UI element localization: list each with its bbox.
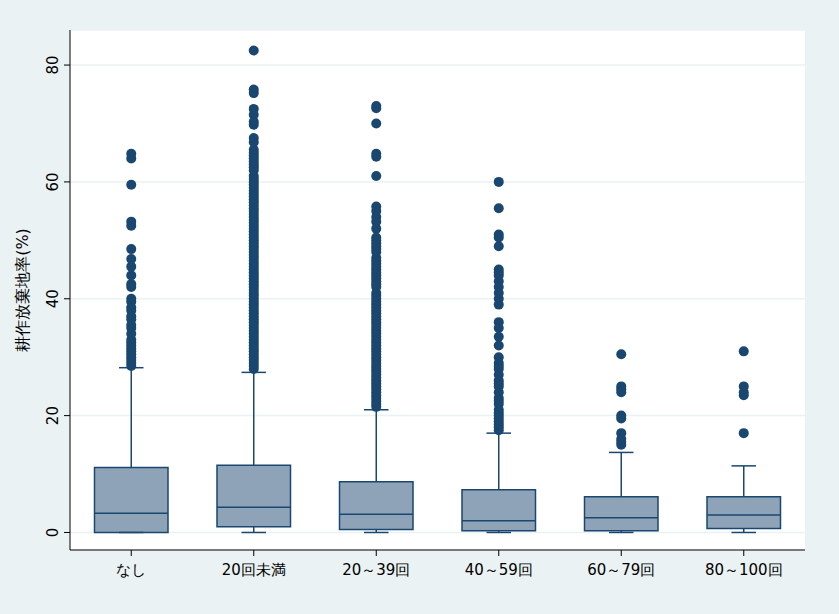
svg-text:0: 0: [44, 528, 62, 538]
svg-text:80～100回: 80～100回: [705, 561, 783, 579]
svg-text:なし: なし: [116, 561, 146, 579]
svg-text:60～79回: 60～79回: [587, 561, 655, 579]
svg-text:40: 40: [44, 289, 62, 308]
svg-text:80: 80: [44, 56, 62, 75]
svg-text:20回未満: 20回未満: [222, 561, 286, 579]
svg-text:60: 60: [44, 172, 62, 191]
svg-text:20: 20: [44, 406, 62, 425]
svg-text:20～39回: 20～39回: [342, 561, 410, 579]
svg-text:40～59回: 40～59回: [465, 561, 533, 579]
svg-text:耕作放棄地率(%): 耕作放棄地率(%): [13, 228, 32, 352]
